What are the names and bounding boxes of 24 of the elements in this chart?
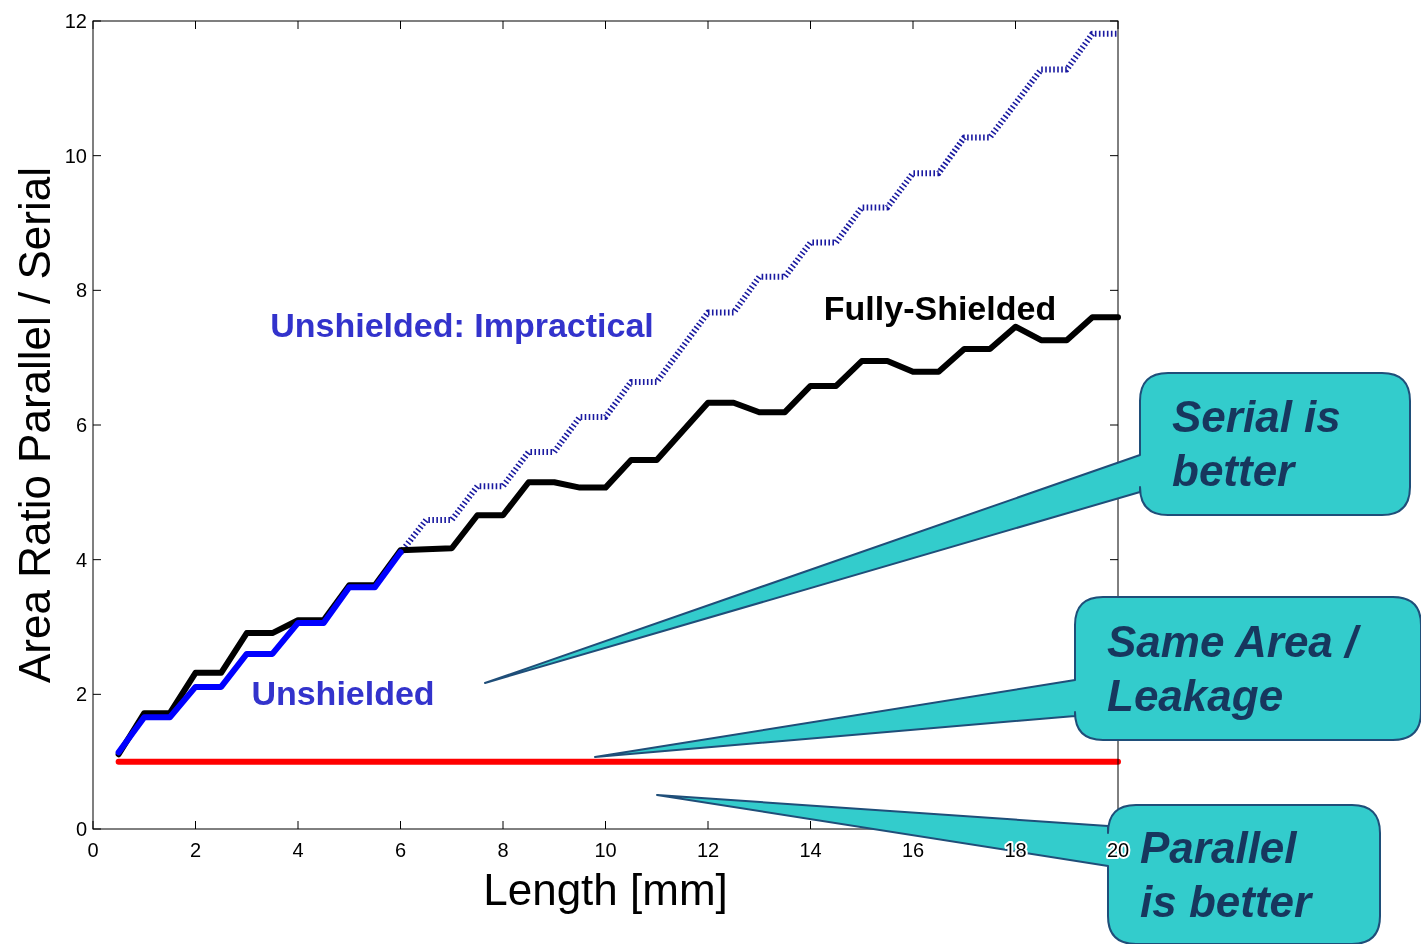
text: Serial is better (1172, 392, 1341, 495)
x-tick-label: 6 (394, 839, 407, 861)
x-tick-label: 12 (696, 839, 720, 861)
x-tick-label: 14 (799, 839, 822, 861)
y-tick-label: 6 (75, 414, 87, 436)
series-label: Unshielded: Impractical (270, 306, 654, 344)
y-axis-title: Area Ratio Parallel / Serial (10, 166, 59, 684)
x-tick-label: 16 (901, 839, 925, 861)
x-axis-title: Length [mm] (483, 865, 728, 914)
y-tick-label: 4 (75, 548, 87, 571)
y-tick-label: 12 (64, 10, 87, 32)
x-tick-label: 4 (292, 839, 304, 861)
y-tick-label: 8 (75, 279, 87, 302)
y-tick-label: 10 (64, 144, 87, 167)
x-tick-label: 20 (1106, 839, 1130, 861)
legend-label: Fully-Shielded (823, 289, 1057, 327)
x-tick-label: 10 (594, 839, 617, 861)
y-tick-label: 2 (75, 683, 87, 706)
text: Parallel is better (1140, 822, 1315, 926)
x-tick-label: 8 (497, 839, 509, 861)
x-tick-label: 2 (189, 839, 202, 861)
annotation: Same Area / Leakage (1107, 616, 1363, 720)
series-label: Unshielded (251, 674, 435, 712)
y-tick-label: 0 (75, 818, 87, 840)
